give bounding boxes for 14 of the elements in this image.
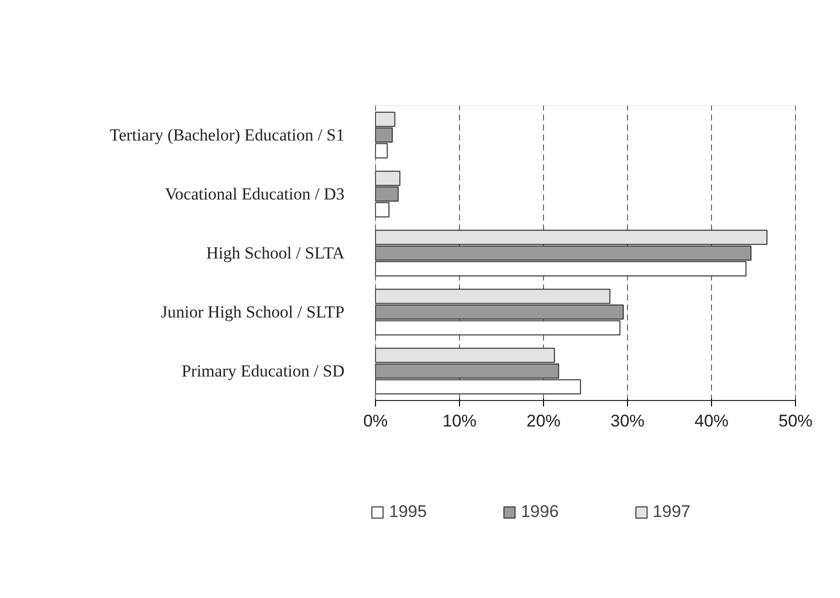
x-tick-label: 50% <box>778 412 813 431</box>
y-tick-label: Vocational Education / D3 <box>164 184 344 204</box>
x-tick-label: 30% <box>610 412 645 431</box>
legend-label: 1996 <box>520 502 559 522</box>
x-tick-label: 0% <box>363 412 388 431</box>
legend-label: 1997 <box>652 502 690 522</box>
x-tick-label: 10% <box>442 412 477 431</box>
legend-label: 1995 <box>389 502 427 522</box>
x-tick-label: 20% <box>526 412 561 431</box>
y-tick-label: Primary Education / SD <box>182 362 345 381</box>
y-tick-label: High School / SLTA <box>206 244 346 263</box>
x-tick-label: 40% <box>694 412 729 431</box>
y-tick-label: Tertiary (Bachelor) Education / S1 <box>110 126 345 145</box>
y-tick-label: Junior High School / SLTP <box>160 302 345 322</box>
